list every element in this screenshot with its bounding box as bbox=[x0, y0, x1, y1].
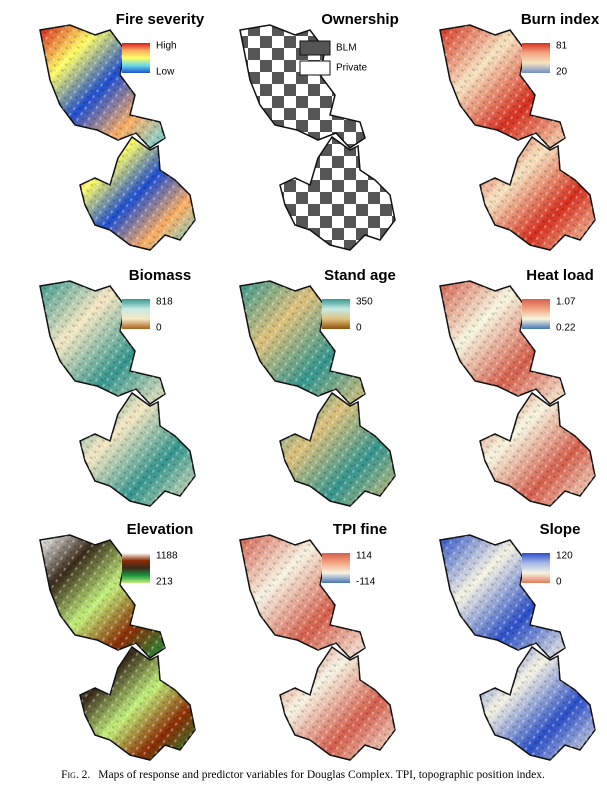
legend-label: Private bbox=[336, 63, 368, 74]
legend-label: High bbox=[156, 41, 177, 52]
panel-title: Burn index bbox=[521, 11, 600, 28]
legend-ramp bbox=[122, 43, 150, 73]
panel-title: Heat load bbox=[526, 267, 594, 284]
map-area bbox=[279, 136, 396, 251]
legend-swatch bbox=[299, 40, 331, 56]
map-texture bbox=[80, 393, 195, 506]
map-panel: Biomass 818 0 bbox=[39, 267, 196, 507]
map-panel: TPI fine 114 -114 bbox=[239, 521, 396, 761]
panel-title: Fire severity bbox=[116, 11, 205, 28]
legend-label: 114 bbox=[356, 551, 372, 562]
caption-text: Maps of response and predictor variables… bbox=[98, 769, 545, 781]
caption-label: Fig. 2. bbox=[61, 769, 90, 781]
map-panel: Stand age 350 0 bbox=[239, 267, 396, 507]
legend-label: 0 bbox=[556, 577, 562, 588]
legend-label: 1.07 bbox=[556, 297, 576, 308]
legend-label: 81 bbox=[556, 41, 568, 52]
map-texture bbox=[280, 647, 395, 760]
panel-title: Stand age bbox=[324, 267, 396, 284]
legend-label: 213 bbox=[156, 577, 173, 588]
legend-label: 818 bbox=[156, 297, 173, 308]
legend-ramp bbox=[122, 299, 150, 329]
legend-label: Low bbox=[156, 67, 175, 78]
map-texture bbox=[480, 393, 595, 506]
panel-title: Elevation bbox=[127, 521, 194, 538]
map-panel: Heat load 1.07 0.22 bbox=[439, 267, 596, 507]
legend-ramp bbox=[322, 553, 350, 583]
legend-label: 1188 bbox=[156, 551, 178, 562]
legend-label: 20 bbox=[556, 67, 568, 78]
map-panel: Fire severity High Low bbox=[39, 11, 205, 251]
map-texture bbox=[480, 647, 595, 760]
legend-ramp bbox=[522, 299, 550, 329]
legend-label: 0 bbox=[356, 323, 362, 334]
caption: Fig. 2. Maps of response and predictor va… bbox=[61, 769, 545, 781]
panel-title: Ownership bbox=[321, 11, 399, 28]
legend-label: 0.22 bbox=[556, 323, 576, 334]
map-texture bbox=[80, 647, 195, 760]
map-texture bbox=[280, 393, 395, 506]
panel-title: TPI fine bbox=[333, 521, 387, 538]
legend-ramp bbox=[522, 553, 550, 583]
legend-ramp bbox=[322, 299, 350, 329]
legend-label: BLM bbox=[336, 43, 357, 54]
legend-label: 0 bbox=[156, 323, 162, 334]
map-panel: Slope 120 0 bbox=[439, 521, 596, 761]
panel-title: Biomass bbox=[129, 267, 192, 284]
panel-title: Slope bbox=[540, 521, 581, 538]
map-panel: Ownership BLM Private bbox=[239, 11, 399, 251]
legend-swatch bbox=[299, 60, 331, 76]
legend-label: -114 bbox=[356, 577, 376, 588]
legend-label: 350 bbox=[356, 297, 373, 308]
map-panel: Elevation 1188 213 bbox=[39, 521, 196, 761]
legend-ramp bbox=[522, 43, 550, 73]
map-texture bbox=[480, 137, 595, 250]
map-panel: Burn index 81 20 bbox=[439, 11, 600, 251]
map-texture bbox=[80, 137, 195, 250]
legend-ramp bbox=[122, 553, 150, 583]
legend-label: 120 bbox=[556, 551, 573, 562]
